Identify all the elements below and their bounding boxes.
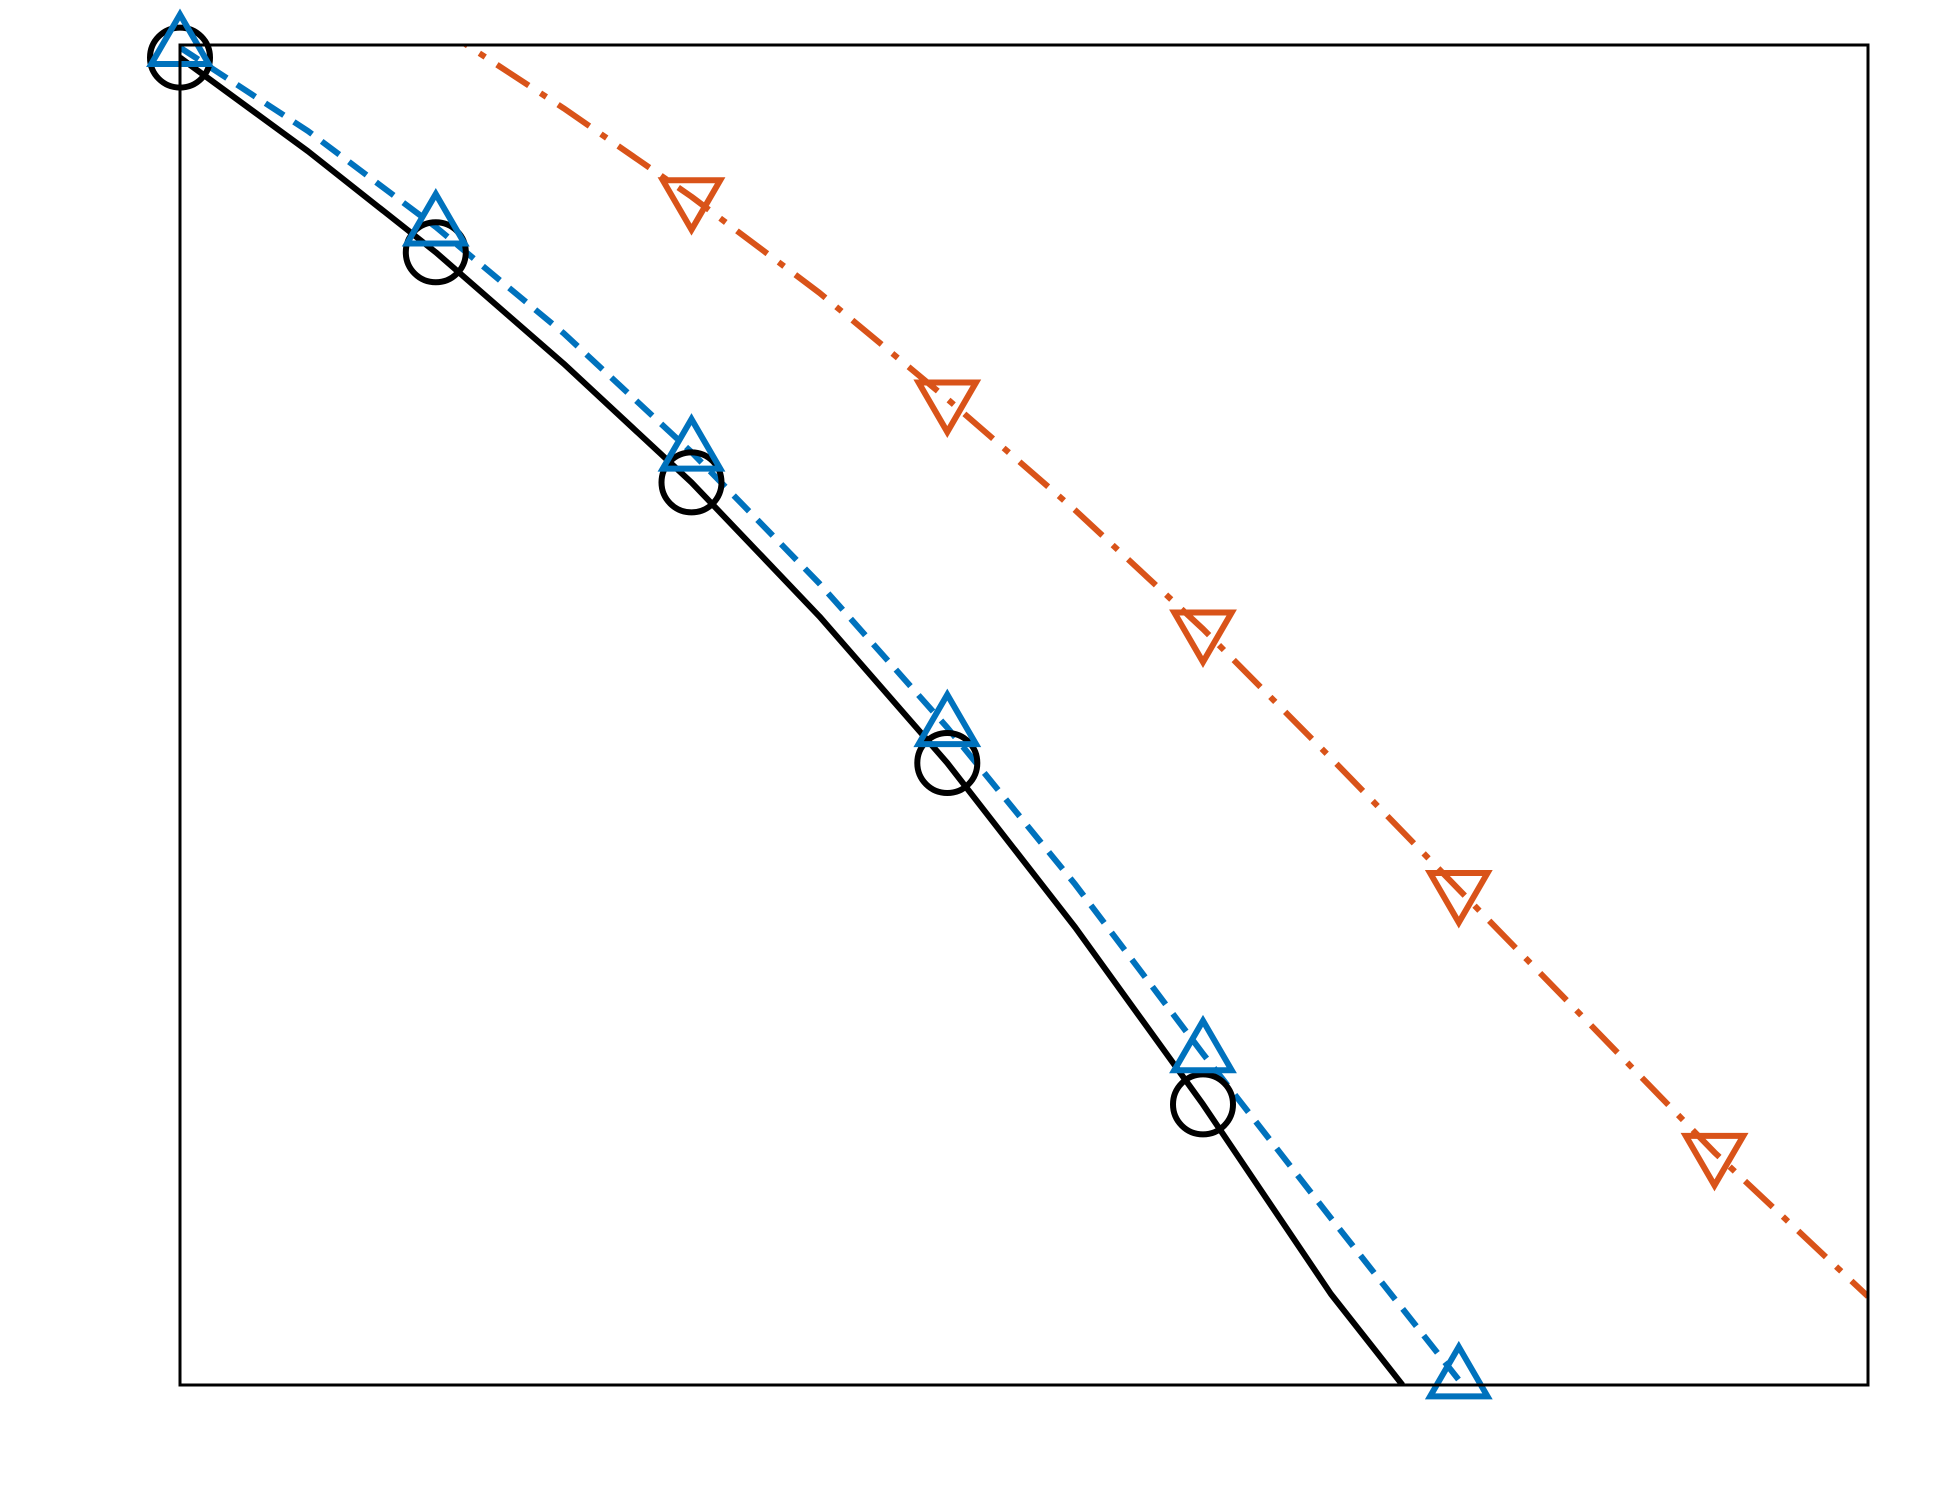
series-1-marker-4	[914, 730, 981, 796]
series-2-marker-2	[401, 188, 470, 247]
series-1-marker-3	[658, 449, 725, 516]
series-1-marker-2	[402, 219, 469, 286]
series-2-marker-6	[1424, 1340, 1493, 1400]
plot-area-frame	[178, 43, 1870, 1387]
series-2-marker-5	[1169, 1014, 1237, 1074]
series-layer	[180, 45, 1868, 1385]
series-3-marker-1	[657, 177, 726, 236]
series-2-marker-3	[657, 413, 726, 472]
series-2-line	[180, 45, 1462, 1382]
series-1-line	[180, 55, 1405, 1385]
series-3-marker-3	[1169, 609, 1237, 668]
series-3-marker-4	[1424, 870, 1493, 929]
series-1-marker-5	[1170, 1071, 1236, 1138]
series-3-marker-2	[913, 379, 982, 438]
series-3-marker-5	[1680, 1132, 1749, 1192]
series-3-line	[461, 45, 1868, 1299]
series-2-marker-4	[913, 688, 982, 748]
